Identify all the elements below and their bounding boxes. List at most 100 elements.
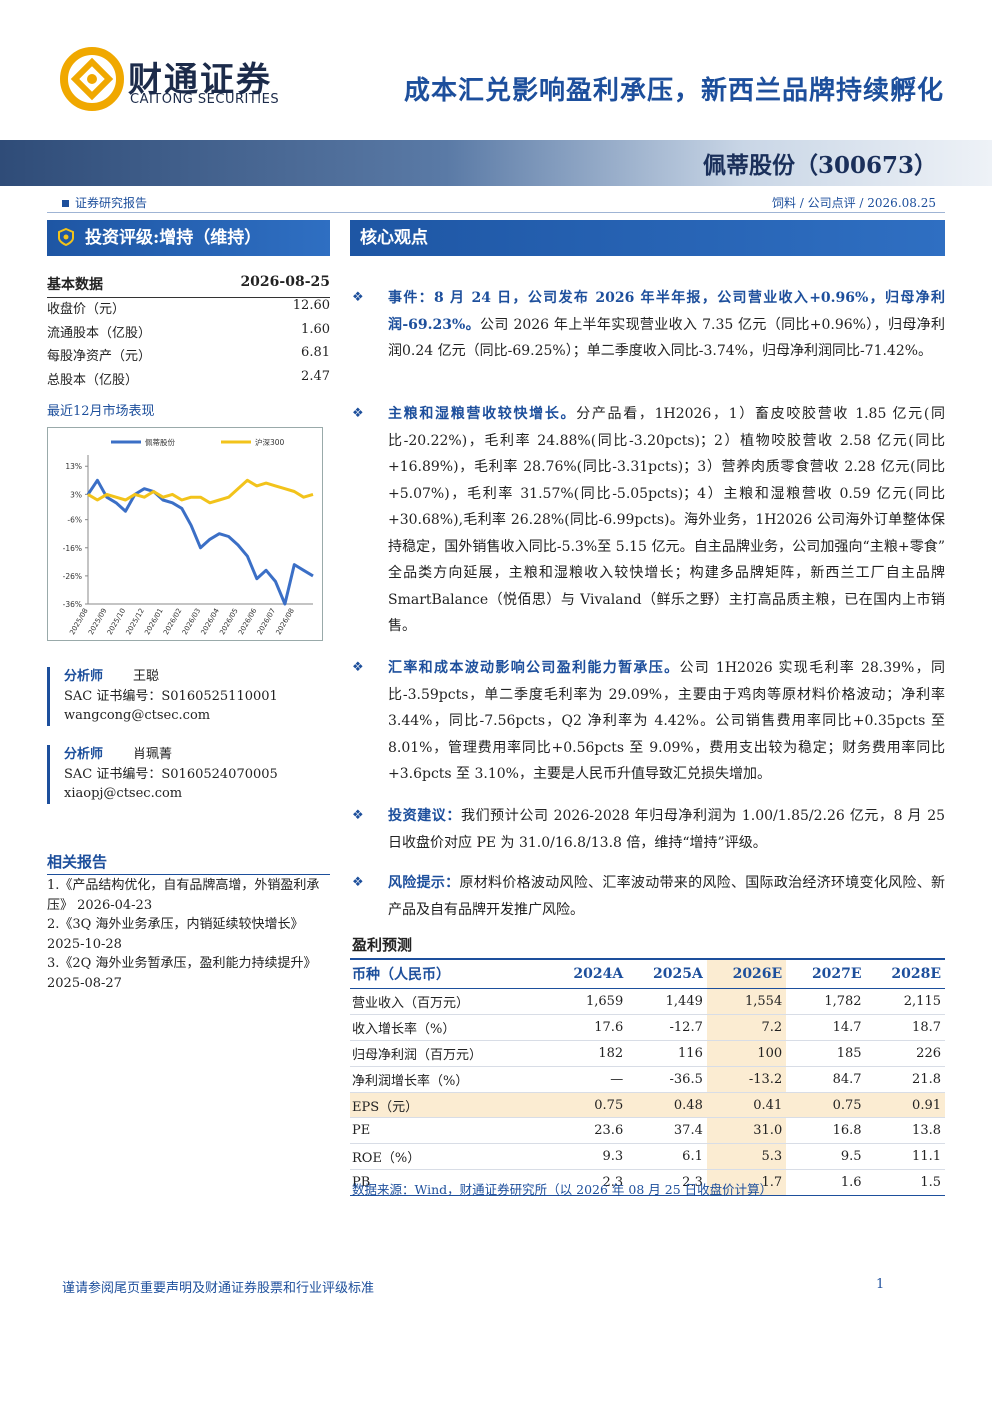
table-cell: 1,659: [547, 988, 628, 1015]
chart-frame: [47, 427, 323, 641]
table-cell: —: [547, 1066, 628, 1093]
analyst-label: 分析师: [64, 747, 104, 762]
table-cell: 37.4: [627, 1117, 707, 1145]
table-row: EPS（元） 0.75 0.48 0.41 0.75 0.91: [350, 1092, 945, 1119]
table-cell: 1.5: [865, 1169, 945, 1197]
bullet-body: 分产品看，1H2026，1）畜皮咬胶营收 1.85 亿元(同比-20.22%)，…: [388, 406, 946, 634]
basic-data-value: 1.60: [301, 321, 330, 337]
analyst-line: 分析师 肖珮菁: [64, 745, 330, 765]
market-label: 最近12月市场表现: [47, 404, 155, 419]
legend-label: 佩蒂股份: [145, 437, 175, 447]
table-cell: -12.7: [627, 1014, 707, 1041]
table-cell: 营业收入（百万元）: [350, 988, 548, 1015]
table-cell: 116: [627, 1040, 707, 1067]
analyst-line: 分析师 王聪: [64, 667, 330, 687]
table-cell: 14.7: [786, 1014, 866, 1041]
report-type: 证券研究报告: [62, 194, 147, 211]
table-cell: 0.41: [706, 1092, 787, 1119]
analyst-email: wangcong@ctsec.com: [64, 708, 211, 723]
table-cell: PB: [350, 1169, 548, 1197]
basic-data-label: 流通股本（亿股）: [47, 325, 152, 341]
basic-data-label: 总股本（亿股）: [47, 372, 139, 388]
header-cell: 2027E: [786, 958, 866, 989]
table-cell: 23.6: [547, 1117, 628, 1145]
analyst-label: 分析师: [64, 669, 104, 684]
table-row: PE 23.6 37.4 31.0 16.8 13.8: [350, 1117, 945, 1145]
analyst-cert: SAC 证书编号：S0160525110001: [64, 688, 278, 704]
table-cell: 9.5: [786, 1143, 866, 1171]
table-cell: 100: [706, 1040, 787, 1067]
table-cell: 16.8: [786, 1117, 866, 1145]
related-item: 3.《2Q 海外业务暂承压，盈利能力持续提升》 2025-08-27: [47, 956, 317, 991]
basic-data-value: 12.60: [292, 298, 330, 313]
analyst-name: 肖珮菁: [133, 747, 173, 762]
table-cell: 1,554: [706, 988, 787, 1015]
core-bar: 核心观点: [350, 220, 945, 256]
bullet-lead: 事件：8 月 24 日，公司发布 2026 年半年报，公司营业收入+0.96%，…: [388, 290, 945, 333]
logo-icon: [60, 47, 124, 111]
table-row: 收入增长率（%） 17.6 -12.7 7.2 14.7 18.7: [350, 1014, 945, 1041]
series-line: [86, 478, 314, 606]
analyst-name: 王聪: [133, 669, 160, 684]
table-cell: 185: [786, 1040, 866, 1067]
table-header: 币种（人民币） 2024A 2025A 2026E 2027E 2028E: [350, 958, 945, 989]
header-cell: 2025A: [627, 958, 707, 989]
forecast-title: 盈利预测: [352, 936, 413, 954]
bullet-body: 公司 2026 年上半年实现营业收入 7.35 亿元（同比+0.96%），归母净…: [388, 316, 946, 360]
analyst: 分析师 王聪 SAC 证书编号：S0160525110001 wangcong@cts…: [47, 667, 330, 726]
table-cell: 归母净利润（百万元）: [350, 1040, 548, 1067]
table-cell: 0.91: [865, 1092, 945, 1119]
table-cell: 18.7: [865, 1014, 945, 1041]
basic-data-row: 每股净资产（元） 6.81: [47, 345, 330, 364]
bullet-lead: 主粮和湿粮营收较快增长。: [388, 406, 577, 422]
basic-data-row: 总股本（亿股） 2.47: [47, 369, 330, 388]
legend-label: 沪深300: [255, 437, 285, 447]
bullet: 事件：8 月 24 日，公司发布 2026 年半年报，公司营业收入+0.96%，…: [352, 285, 945, 365]
table-cell: -36.5: [627, 1066, 707, 1093]
basic-data-label: 收盘价（元）: [47, 302, 126, 317]
page-number: 1: [876, 1277, 885, 1292]
analyst-cert: SAC 证书编号：S0160524070005: [64, 766, 278, 782]
table-cell: 净利润增长率（%）: [350, 1066, 548, 1093]
basic-data-date: 2026-08-25: [240, 274, 330, 290]
table-cell: 6.1: [627, 1143, 707, 1171]
table-cell: 1,449: [627, 988, 707, 1015]
table-cell: 2.3: [627, 1169, 707, 1197]
bullet: 汇率和成本波动影响公司盈利能力暂承压。公司 1H2026 实现毛利率 28.39…: [352, 655, 945, 788]
bullet: 投资建议：我们预计公司 2026-2028 年归母净利润为 1.00/1.85/…: [352, 803, 945, 856]
bullet-body: 公司 1H2026 实现毛利率 28.39%，同比-3.59pcts，单二季度毛…: [388, 660, 946, 782]
table-cell: 0.75: [547, 1092, 628, 1119]
table-cell: 2,115: [865, 988, 945, 1015]
related-title: 相关报告: [47, 851, 330, 875]
analyst: 分析师 肖珮菁 SAC 证书编号：S0160524070005 xiaopj@ctse…: [47, 745, 330, 804]
report-title: 成本汇兑影响盈利承压，新西兰品牌持续孵化: [403, 76, 944, 106]
table-row: 归母净利润（百万元） 182 116 100 185 226: [350, 1040, 945, 1067]
basic-data-head: 基本数据 2026-08-25: [47, 274, 330, 298]
bullet: 主粮和湿粮营收较快增长。分产品看，1H2026，1）畜皮咬胶营收 1.85 亿元…: [352, 401, 945, 640]
rating-bar: 投资评级:增持（维持）: [47, 220, 330, 256]
bullet-body: 原材料价格波动风险、汇率波动带来的风险、国际政治经济环境变化风险、新产品及自有品…: [388, 875, 946, 918]
table-cell: 0.75: [786, 1092, 866, 1119]
table-cell: 17.6: [547, 1014, 628, 1041]
table-row: PB 2.3 2.3 1.7 1.6 1.5: [350, 1169, 945, 1197]
basic-data-title: 基本数据: [47, 277, 103, 293]
table-cell: 182: [547, 1040, 628, 1067]
basic-data-row: 流通股本（亿股） 1.60: [47, 322, 330, 341]
table-cell: -13.2: [706, 1066, 787, 1093]
y-tick-label: -36%: [63, 600, 82, 609]
y-tick-label: 3%: [70, 490, 82, 499]
bullet-lead: 风险提示：: [388, 875, 460, 891]
table-cell: 226: [865, 1040, 945, 1067]
basic-data-value: 2.47: [301, 368, 330, 384]
table-cell: 31.0: [706, 1117, 787, 1145]
table-cell: 0.48: [627, 1092, 707, 1119]
market-chart: 13%3%-6%-16%-26%-36%2025/082025/092025/1…: [47, 427, 323, 641]
breadcrumb: 饲料 / 公司点评 / 2026.08.25: [771, 196, 936, 210]
table-cell: 5.3: [706, 1143, 787, 1171]
bullet-lead: 投资建议：: [388, 808, 461, 824]
table-cell: EPS（元）: [350, 1092, 548, 1119]
bullet-body: 我们预计公司 2026-2028 年归母净利润为 1.00/1.85/2.26 …: [388, 808, 946, 851]
banner: [0, 140, 992, 186]
header-cell: 2026E: [706, 958, 787, 989]
